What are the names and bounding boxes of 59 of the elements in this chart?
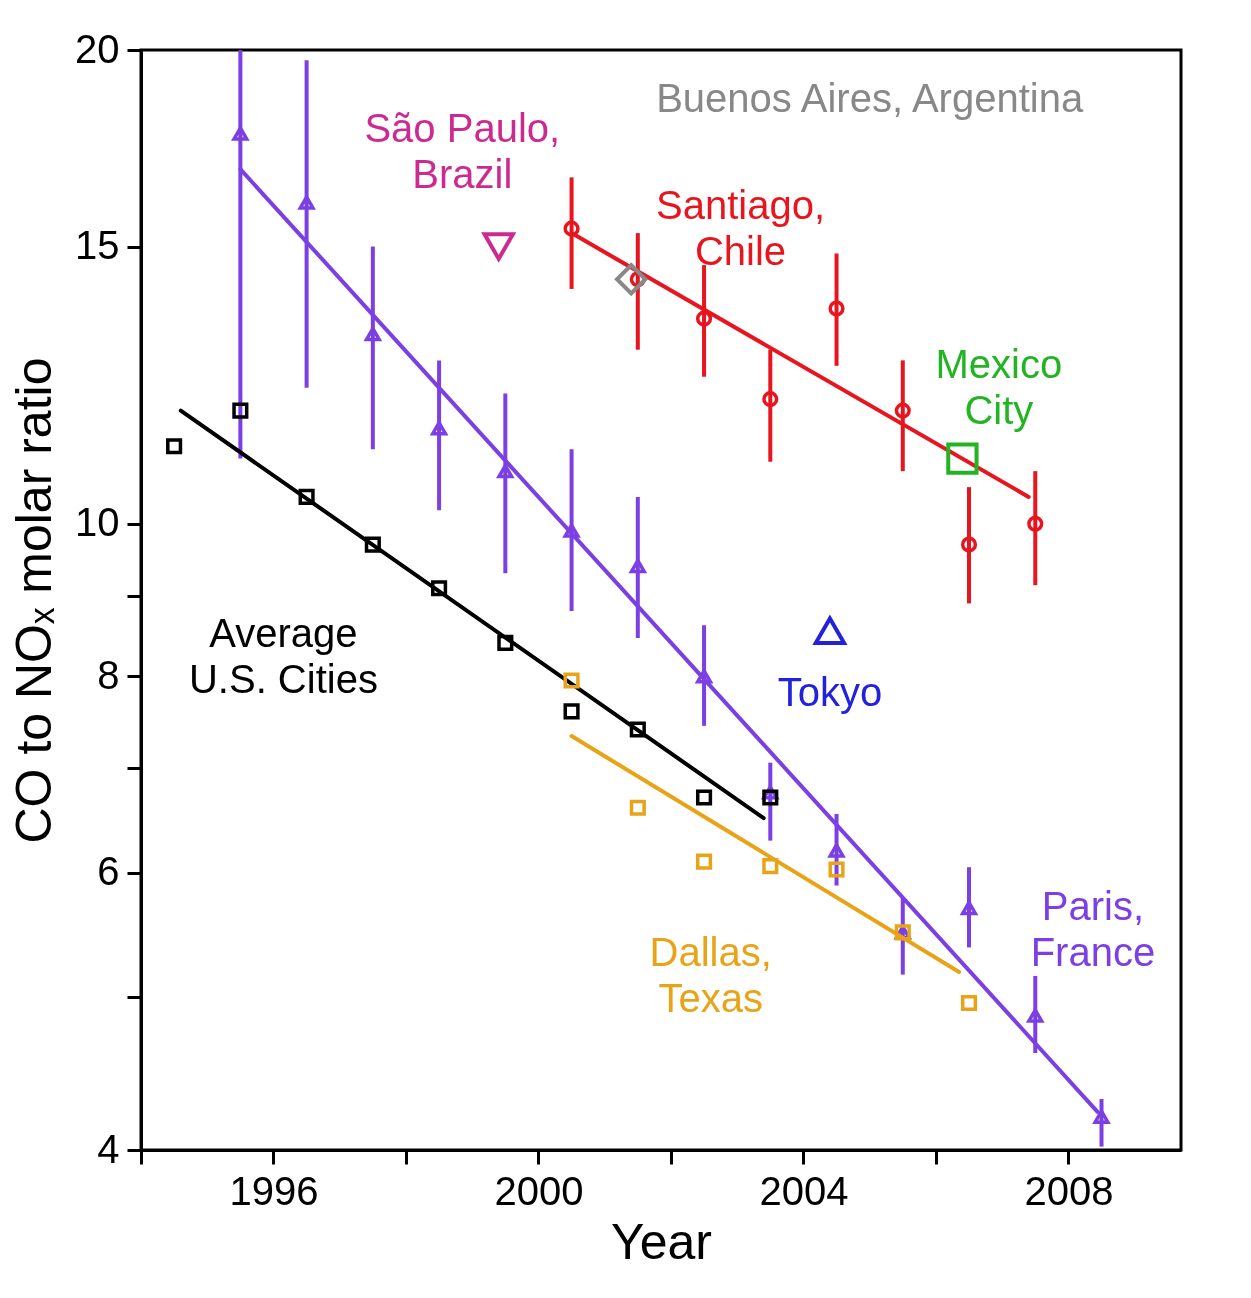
x-axis-title: Year — [610, 1213, 713, 1270]
text: Buenos Aires, Argentina — [656, 75, 1084, 120]
series-label: Dallas, Texas — [649, 929, 772, 1020]
point — [762, 789, 779, 806]
point — [232, 126, 249, 141]
series-label: Santiago, Chile — [655, 182, 826, 273]
x-tick-label: 2008 — [1024, 1168, 1114, 1213]
point — [563, 220, 580, 237]
point — [828, 300, 845, 317]
point — [828, 861, 845, 878]
point — [762, 858, 779, 875]
point — [298, 488, 315, 506]
y-tick-label: 15 — [75, 223, 120, 268]
y-tick-label: 10 — [75, 500, 120, 545]
x-tick-label: 2004 — [759, 1168, 849, 1213]
series-label: Tokyo — [777, 669, 883, 714]
series-label: Paris, France — [1030, 883, 1156, 974]
point — [232, 402, 249, 419]
point — [762, 391, 779, 408]
point — [298, 195, 315, 210]
point — [364, 326, 381, 342]
x-tick-label: 2000 — [494, 1168, 584, 1213]
point — [960, 900, 978, 916]
y-axis-title: CO to NOₓ molar ratio — [6, 357, 63, 844]
point — [695, 789, 713, 806]
series-label: Mexico City — [935, 341, 1063, 432]
series-label: São Paulo, Brazil — [364, 105, 561, 196]
point — [563, 523, 580, 538]
point — [812, 614, 848, 646]
point — [695, 310, 713, 327]
point — [166, 438, 183, 455]
y-tick-label: 4 — [97, 1126, 120, 1171]
point — [960, 536, 978, 553]
point — [1027, 515, 1044, 532]
point — [894, 402, 911, 419]
point — [1093, 1109, 1110, 1124]
series-label: Average U.S. Cities — [188, 610, 378, 701]
point — [497, 463, 514, 479]
point — [497, 634, 514, 651]
point — [946, 442, 979, 475]
y-tick-label: 20 — [75, 26, 120, 71]
point — [629, 558, 646, 574]
y-tick-label: 6 — [97, 849, 120, 894]
y-tick-label: 8 — [97, 652, 120, 697]
point — [695, 669, 713, 684]
point — [482, 232, 515, 261]
point — [695, 853, 713, 870]
point — [1027, 1008, 1044, 1023]
point — [828, 843, 845, 858]
x-tick-label: 1996 — [229, 1168, 319, 1213]
point — [615, 263, 648, 296]
point — [364, 536, 381, 553]
point — [563, 672, 580, 689]
point — [563, 703, 580, 720]
point — [629, 721, 646, 738]
point — [960, 994, 978, 1012]
point — [431, 580, 448, 597]
point — [431, 420, 448, 436]
point — [629, 799, 646, 816]
